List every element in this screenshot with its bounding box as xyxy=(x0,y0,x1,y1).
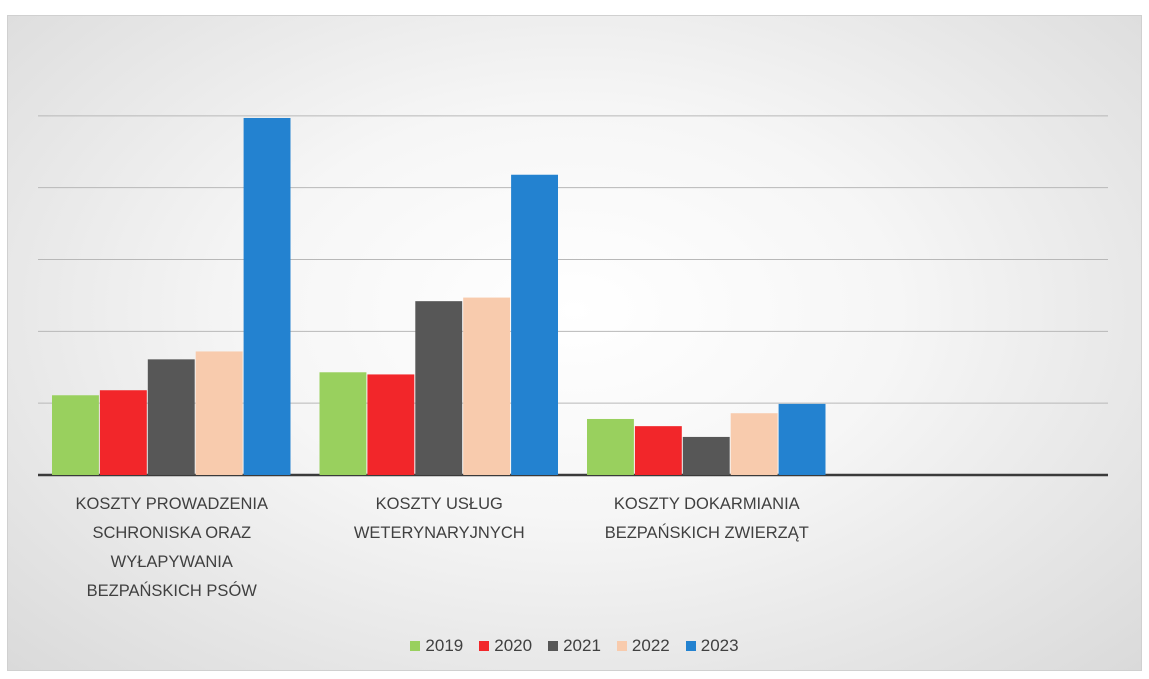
legend-swatch xyxy=(616,641,627,651)
bar xyxy=(682,436,730,475)
bar xyxy=(243,117,291,475)
legend-item: 2019 xyxy=(410,636,463,656)
bar xyxy=(99,390,147,475)
bar xyxy=(730,413,778,475)
legend-label: 2021 xyxy=(563,636,601,655)
bar xyxy=(634,426,682,475)
legend-label: 2020 xyxy=(494,636,533,655)
bar xyxy=(319,372,367,475)
bar xyxy=(587,418,634,475)
x-tick-label: KOSZTY USŁUG WETERYNARYJNYCH xyxy=(353,495,525,542)
bar xyxy=(511,174,558,475)
legend-swatch xyxy=(685,641,696,651)
legend-swatch xyxy=(410,641,421,651)
legend-item: 2022 xyxy=(616,636,670,656)
legend: 2019 2020 2021 2022 2023 xyxy=(0,636,1149,656)
legend-label: 2023 xyxy=(700,636,739,655)
x-tick-label: KOSZTY DOKARMIANIA BEZPAŃSKICH ZWIERZĄT xyxy=(604,495,809,542)
bar xyxy=(463,297,511,475)
legend-item: 2021 xyxy=(548,636,601,656)
legend-label: 2019 xyxy=(425,636,464,655)
bar xyxy=(778,403,826,475)
bar xyxy=(195,351,243,475)
bar xyxy=(367,374,415,475)
legend-label: 2022 xyxy=(631,636,670,655)
legend-swatch xyxy=(548,641,559,651)
legend-swatch xyxy=(479,641,490,651)
x-tick-label: KOSZTY PROWADZENIA SCHRONISKA ORAZ WYŁAP… xyxy=(75,495,269,600)
legend-item: 2020 xyxy=(479,636,532,656)
chart-area xyxy=(7,15,1142,671)
bar xyxy=(415,301,463,475)
legend-item: 2023 xyxy=(685,636,739,656)
bar xyxy=(147,359,195,475)
bar xyxy=(52,395,99,475)
